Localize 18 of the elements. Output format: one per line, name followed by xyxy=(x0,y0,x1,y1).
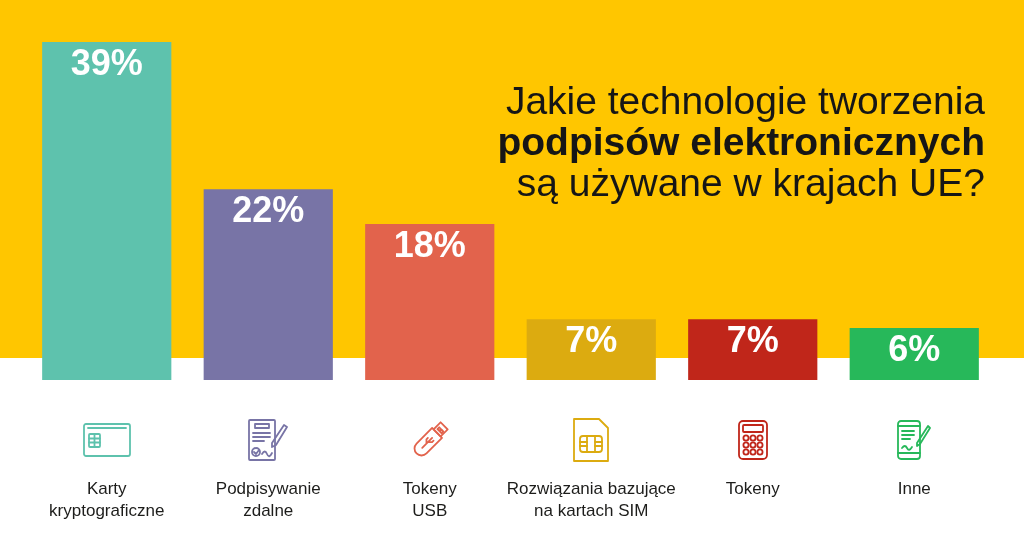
x-tick-label: Karty kryptograficzne xyxy=(49,478,165,520)
x-tick-label: Tokeny USB xyxy=(402,478,458,520)
bar xyxy=(203,189,333,380)
bar xyxy=(42,42,172,380)
data-label: 22% xyxy=(232,189,305,231)
x-tick-label: Tokeny xyxy=(725,478,781,498)
bar xyxy=(365,224,495,380)
x-tick-label: Rozwiązania bazujące na kartach SIM xyxy=(506,478,676,520)
data-label: 6% xyxy=(888,328,941,369)
data-label: 7% xyxy=(565,319,618,361)
x-tick-label: Inne xyxy=(897,478,931,498)
bar xyxy=(526,319,656,380)
data-label: 7% xyxy=(726,319,779,361)
data-label: 18% xyxy=(393,224,466,265)
x-tick-label: Podpisywanie zdalne xyxy=(215,478,321,520)
bar xyxy=(688,319,818,380)
text: Jakie technologie tworzenia podpisów elektronicznych są używane w krajach UE? xyxy=(497,79,985,204)
data-label: 39% xyxy=(70,42,143,83)
